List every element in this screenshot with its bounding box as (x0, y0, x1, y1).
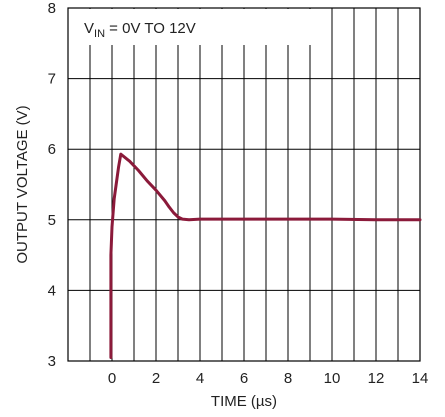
y-tick-label: 6 (48, 141, 56, 158)
y-tick-label: 4 (48, 282, 56, 299)
x-axis-label: TIME (µs) (211, 393, 277, 410)
y-tick-label: 3 (48, 353, 56, 370)
x-tick-label: 10 (324, 370, 341, 387)
x-tick-label: 8 (284, 370, 292, 387)
annotation-background (69, 9, 330, 45)
grid (68, 8, 420, 361)
x-tick-label: 2 (152, 370, 160, 387)
x-tick-label: 14 (412, 370, 429, 387)
y-axis-label: OUTPUT VOLTAGE (V) (14, 105, 31, 263)
x-tick-label: 12 (368, 370, 385, 387)
vin-annotation: VIN = 0V TO 12V (84, 20, 196, 40)
y-tick-label: 5 (48, 212, 56, 229)
vin-annotation-subscript: IN (94, 28, 105, 40)
annotation-box: VIN = 0V TO 12V (69, 9, 330, 45)
y-tick-label: 7 (48, 71, 56, 88)
vin-annotation-rest: = 0V TO 12V (105, 20, 196, 37)
y-tick-label: 8 (48, 0, 56, 17)
series-layer (109, 152, 422, 359)
plot-frame (67, 7, 421, 362)
series-line (109, 152, 422, 359)
x-tick-label: 4 (196, 370, 204, 387)
tick-labels: 0 2 4 6 8 10 12 14 3 4 5 6 7 8 (48, 0, 429, 387)
x-tick-label: 6 (240, 370, 248, 387)
vin-annotation-main: V (84, 20, 94, 37)
x-tick-label: 0 (108, 370, 116, 387)
